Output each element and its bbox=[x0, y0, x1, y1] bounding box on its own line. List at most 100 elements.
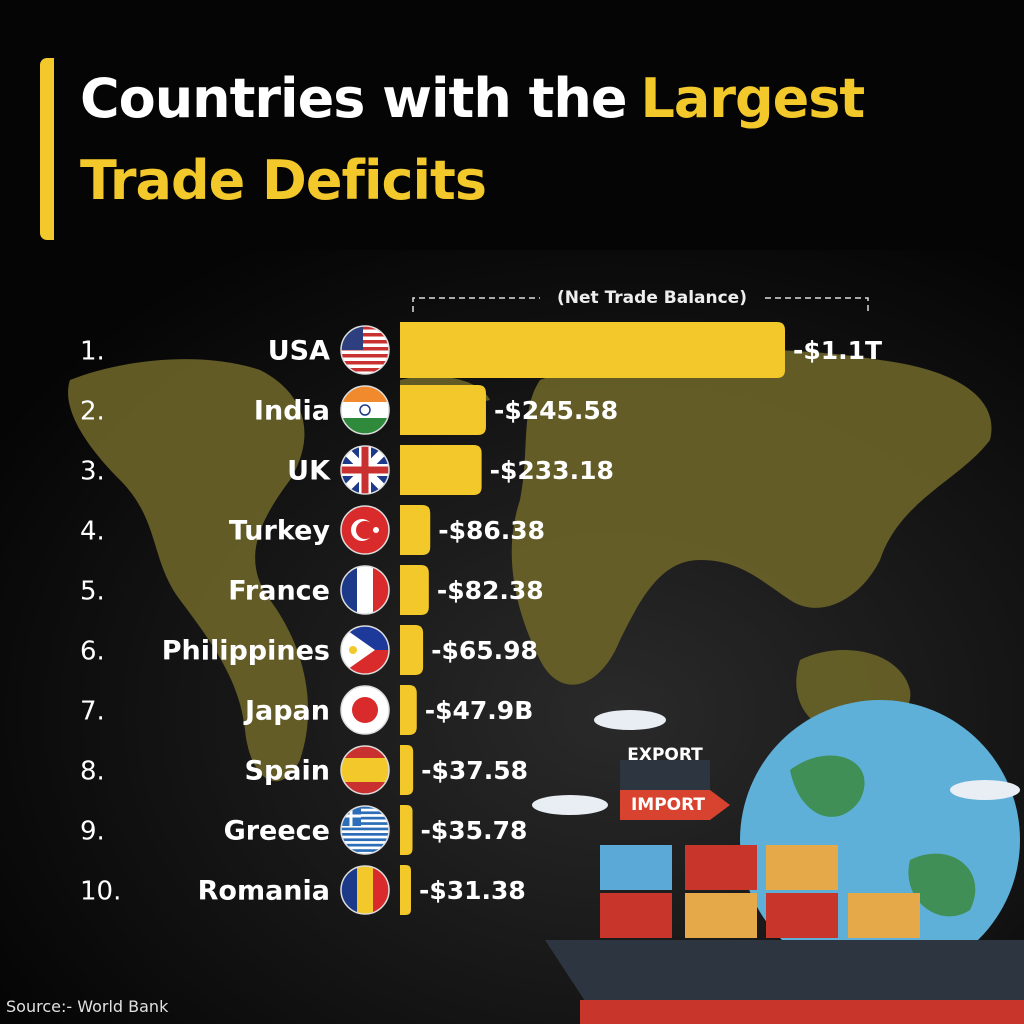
rank: 2. bbox=[80, 397, 105, 427]
flag-rim bbox=[340, 805, 390, 855]
bar bbox=[400, 385, 486, 435]
flag-rim bbox=[340, 325, 390, 375]
flag bbox=[340, 505, 390, 555]
flag-clip bbox=[341, 566, 389, 614]
bar bbox=[400, 865, 411, 915]
value-label: -$37.58 bbox=[421, 756, 528, 785]
ship-illustration bbox=[532, 700, 1024, 1024]
flag-clip bbox=[341, 446, 389, 494]
category-label: UK bbox=[287, 456, 331, 487]
flag bbox=[340, 745, 390, 795]
category-label: Philippines bbox=[162, 636, 330, 667]
flag-sun bbox=[352, 697, 378, 723]
flag-stripe bbox=[341, 361, 389, 365]
illustration-label: EXPORT bbox=[627, 745, 703, 765]
flag-star bbox=[373, 527, 379, 533]
flag bbox=[340, 625, 390, 675]
flag bbox=[340, 685, 390, 735]
rank: 9. bbox=[80, 817, 105, 847]
flag-triangle bbox=[341, 626, 375, 674]
flag-clip bbox=[341, 326, 389, 374]
flag-clip bbox=[341, 806, 389, 854]
rank: 4. bbox=[80, 517, 105, 547]
category-label: Greece bbox=[224, 816, 330, 847]
flag bbox=[340, 325, 390, 375]
title: Countries with the Largest Trade Deficits bbox=[40, 58, 865, 240]
value-label: -$245.58 bbox=[494, 396, 618, 425]
flag-stripe bbox=[341, 816, 389, 820]
flag-clip bbox=[341, 686, 389, 734]
title-highlight: Trade Deficits bbox=[80, 149, 487, 212]
value-label: -$233.18 bbox=[490, 456, 614, 485]
value-label: -$86.38 bbox=[438, 516, 545, 545]
rank: 3. bbox=[80, 457, 105, 487]
title-text: Countries with the bbox=[80, 67, 627, 130]
bar bbox=[400, 805, 413, 855]
source: Source:- World Bank bbox=[6, 997, 169, 1016]
flag-stripe bbox=[357, 866, 373, 914]
value-label: -$35.78 bbox=[421, 816, 528, 845]
rank: 10. bbox=[80, 877, 121, 907]
flag-stripe bbox=[341, 326, 389, 330]
value-label: -$1.1T bbox=[793, 336, 882, 365]
flag-stripe bbox=[341, 806, 389, 809]
flag bbox=[340, 865, 390, 915]
flag-stripe bbox=[341, 340, 389, 344]
flag-stripe bbox=[341, 811, 389, 815]
flag-rim bbox=[340, 445, 390, 495]
bar bbox=[400, 445, 482, 495]
category-label: Romania bbox=[198, 876, 330, 907]
bar bbox=[400, 565, 429, 615]
flag-stripe bbox=[341, 833, 389, 836]
flag-wheel bbox=[359, 404, 371, 416]
flag-rim bbox=[340, 385, 390, 435]
bar bbox=[400, 322, 785, 378]
bar bbox=[400, 745, 414, 795]
bar bbox=[400, 625, 424, 675]
rank: 5. bbox=[80, 577, 105, 607]
flag-stripe bbox=[341, 822, 389, 825]
flag-clip bbox=[341, 866, 389, 914]
flag-rim bbox=[340, 685, 390, 735]
category-label: Spain bbox=[245, 756, 330, 787]
flag bbox=[340, 565, 390, 615]
flag-stripe bbox=[341, 838, 389, 842]
category-label: France bbox=[228, 576, 330, 607]
rank: 1. bbox=[80, 337, 105, 367]
value-label: -$31.38 bbox=[419, 876, 526, 905]
category-label: Japan bbox=[243, 696, 330, 727]
flag-moon bbox=[356, 521, 374, 539]
flag-stripe bbox=[341, 849, 389, 852]
flag-clip bbox=[341, 626, 389, 674]
flag-stripe bbox=[341, 347, 389, 351]
flag bbox=[340, 385, 390, 435]
flag-sun bbox=[349, 646, 357, 654]
value-label: -$65.98 bbox=[431, 636, 538, 665]
dashed-bracket bbox=[412, 297, 869, 312]
flag-stripe bbox=[341, 827, 389, 831]
category-label: India bbox=[254, 396, 330, 427]
flag-cross bbox=[341, 446, 389, 494]
title-line: Trade Deficits bbox=[80, 140, 864, 222]
flag-stripe bbox=[341, 354, 389, 358]
title-highlight: Largest bbox=[640, 67, 865, 130]
flag-stripe bbox=[341, 843, 389, 847]
rank: 7. bbox=[80, 697, 105, 727]
flag-stripe bbox=[341, 368, 389, 372]
flag-rim bbox=[340, 625, 390, 675]
flag-clip bbox=[341, 746, 389, 794]
flag-stripe bbox=[341, 758, 389, 782]
illustration-label: IMPORT bbox=[631, 795, 705, 815]
flag-rim bbox=[340, 865, 390, 915]
flag bbox=[340, 445, 390, 495]
rank: 8. bbox=[80, 757, 105, 787]
flag-stripe bbox=[341, 333, 389, 337]
value-label: -$82.38 bbox=[437, 576, 544, 605]
title-line: Countries with the Largest bbox=[80, 58, 865, 140]
flag-rim bbox=[340, 745, 390, 795]
flag-clip bbox=[341, 506, 389, 554]
flag-rim bbox=[340, 565, 390, 615]
rank: 6. bbox=[80, 637, 105, 667]
